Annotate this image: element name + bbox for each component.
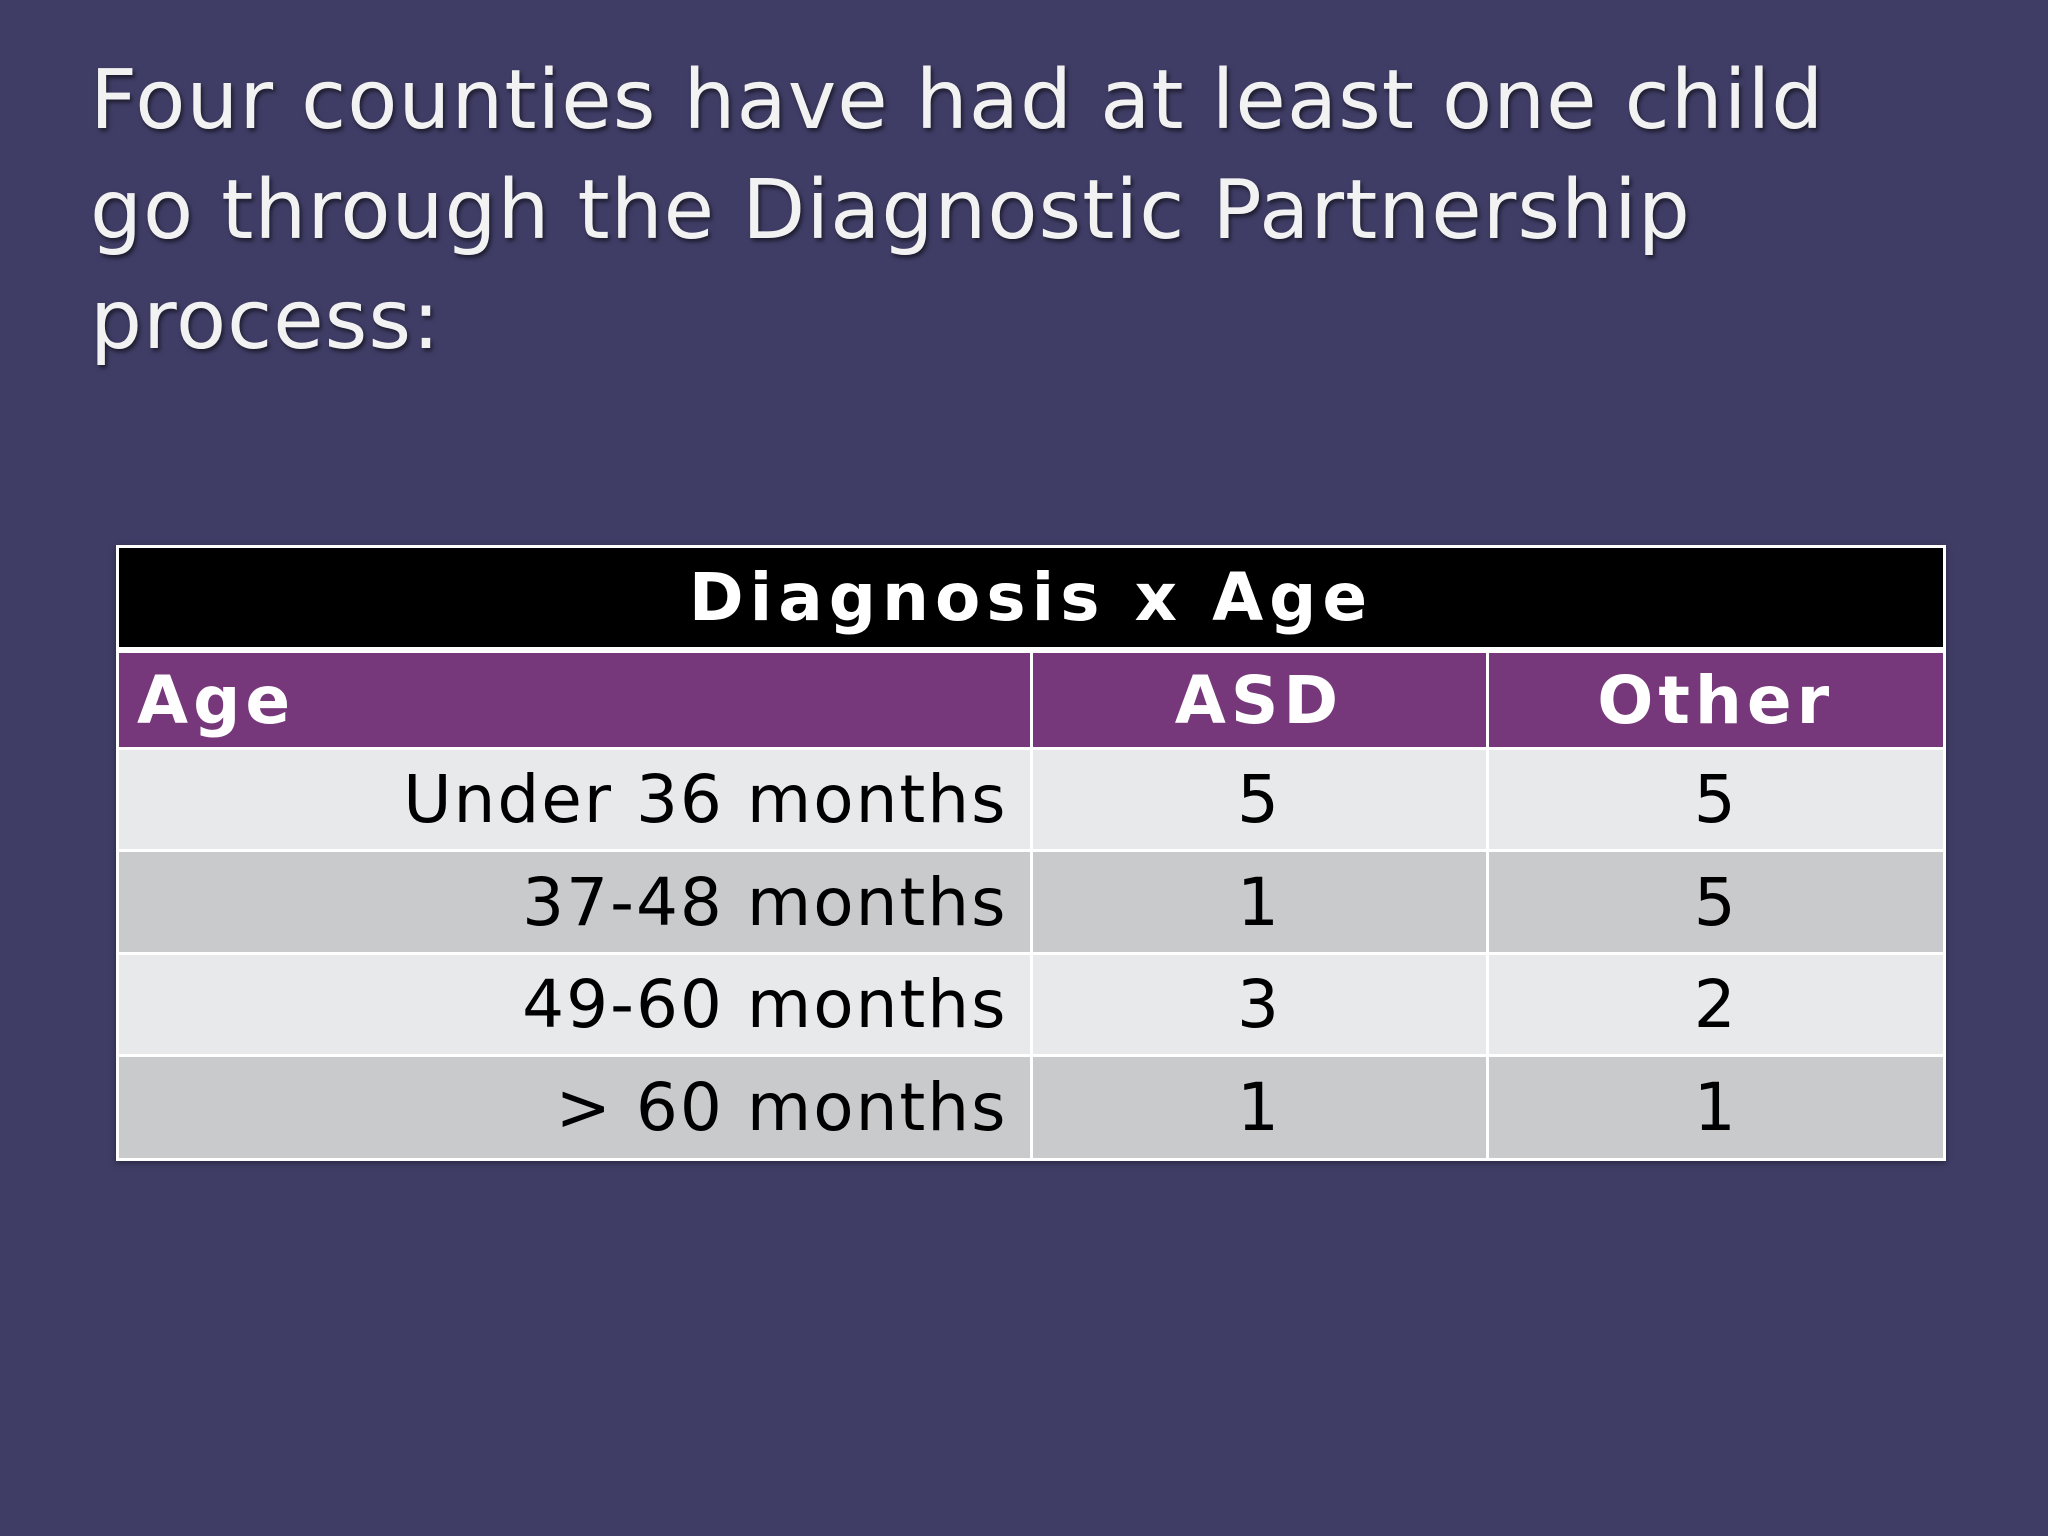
column-header-other: Other	[1487, 650, 1943, 749]
column-header-asd: ASD	[1031, 650, 1489, 749]
diagnosis-age-table: Diagnosis x Age Age ASD Other Under 36 m…	[116, 545, 1946, 1161]
age-cell: > 60 months	[119, 1054, 1033, 1158]
table-caption-row: Diagnosis x Age	[119, 548, 1943, 654]
data-table: Diagnosis x Age Age ASD Other Under 36 m…	[119, 548, 1943, 1158]
table-row: Under 36 months 5 5	[119, 747, 1943, 851]
column-header-age: Age	[119, 650, 1033, 749]
other-cell: 1	[1487, 1054, 1943, 1158]
age-cell: 49-60 months	[119, 951, 1033, 1056]
age-cell: 37-48 months	[119, 849, 1033, 954]
table-row: > 60 months 1 1	[119, 1054, 1943, 1158]
age-cell: Under 36 months	[119, 747, 1033, 851]
other-cell: 5	[1487, 849, 1943, 954]
asd-cell: 1	[1031, 1054, 1489, 1158]
table-row: 37-48 months 1 5	[119, 849, 1943, 954]
asd-cell: 5	[1031, 747, 1489, 851]
asd-cell: 3	[1031, 951, 1489, 1056]
slide-title: Four counties have had at least one chil…	[90, 53, 1825, 368]
other-cell: 5	[1487, 747, 1943, 851]
table-header-row: Age ASD Other	[119, 650, 1943, 749]
table-caption: Diagnosis x Age	[119, 548, 1943, 654]
table-row: 49-60 months 3 2	[119, 951, 1943, 1056]
other-cell: 2	[1487, 951, 1943, 1056]
asd-cell: 1	[1031, 849, 1489, 954]
